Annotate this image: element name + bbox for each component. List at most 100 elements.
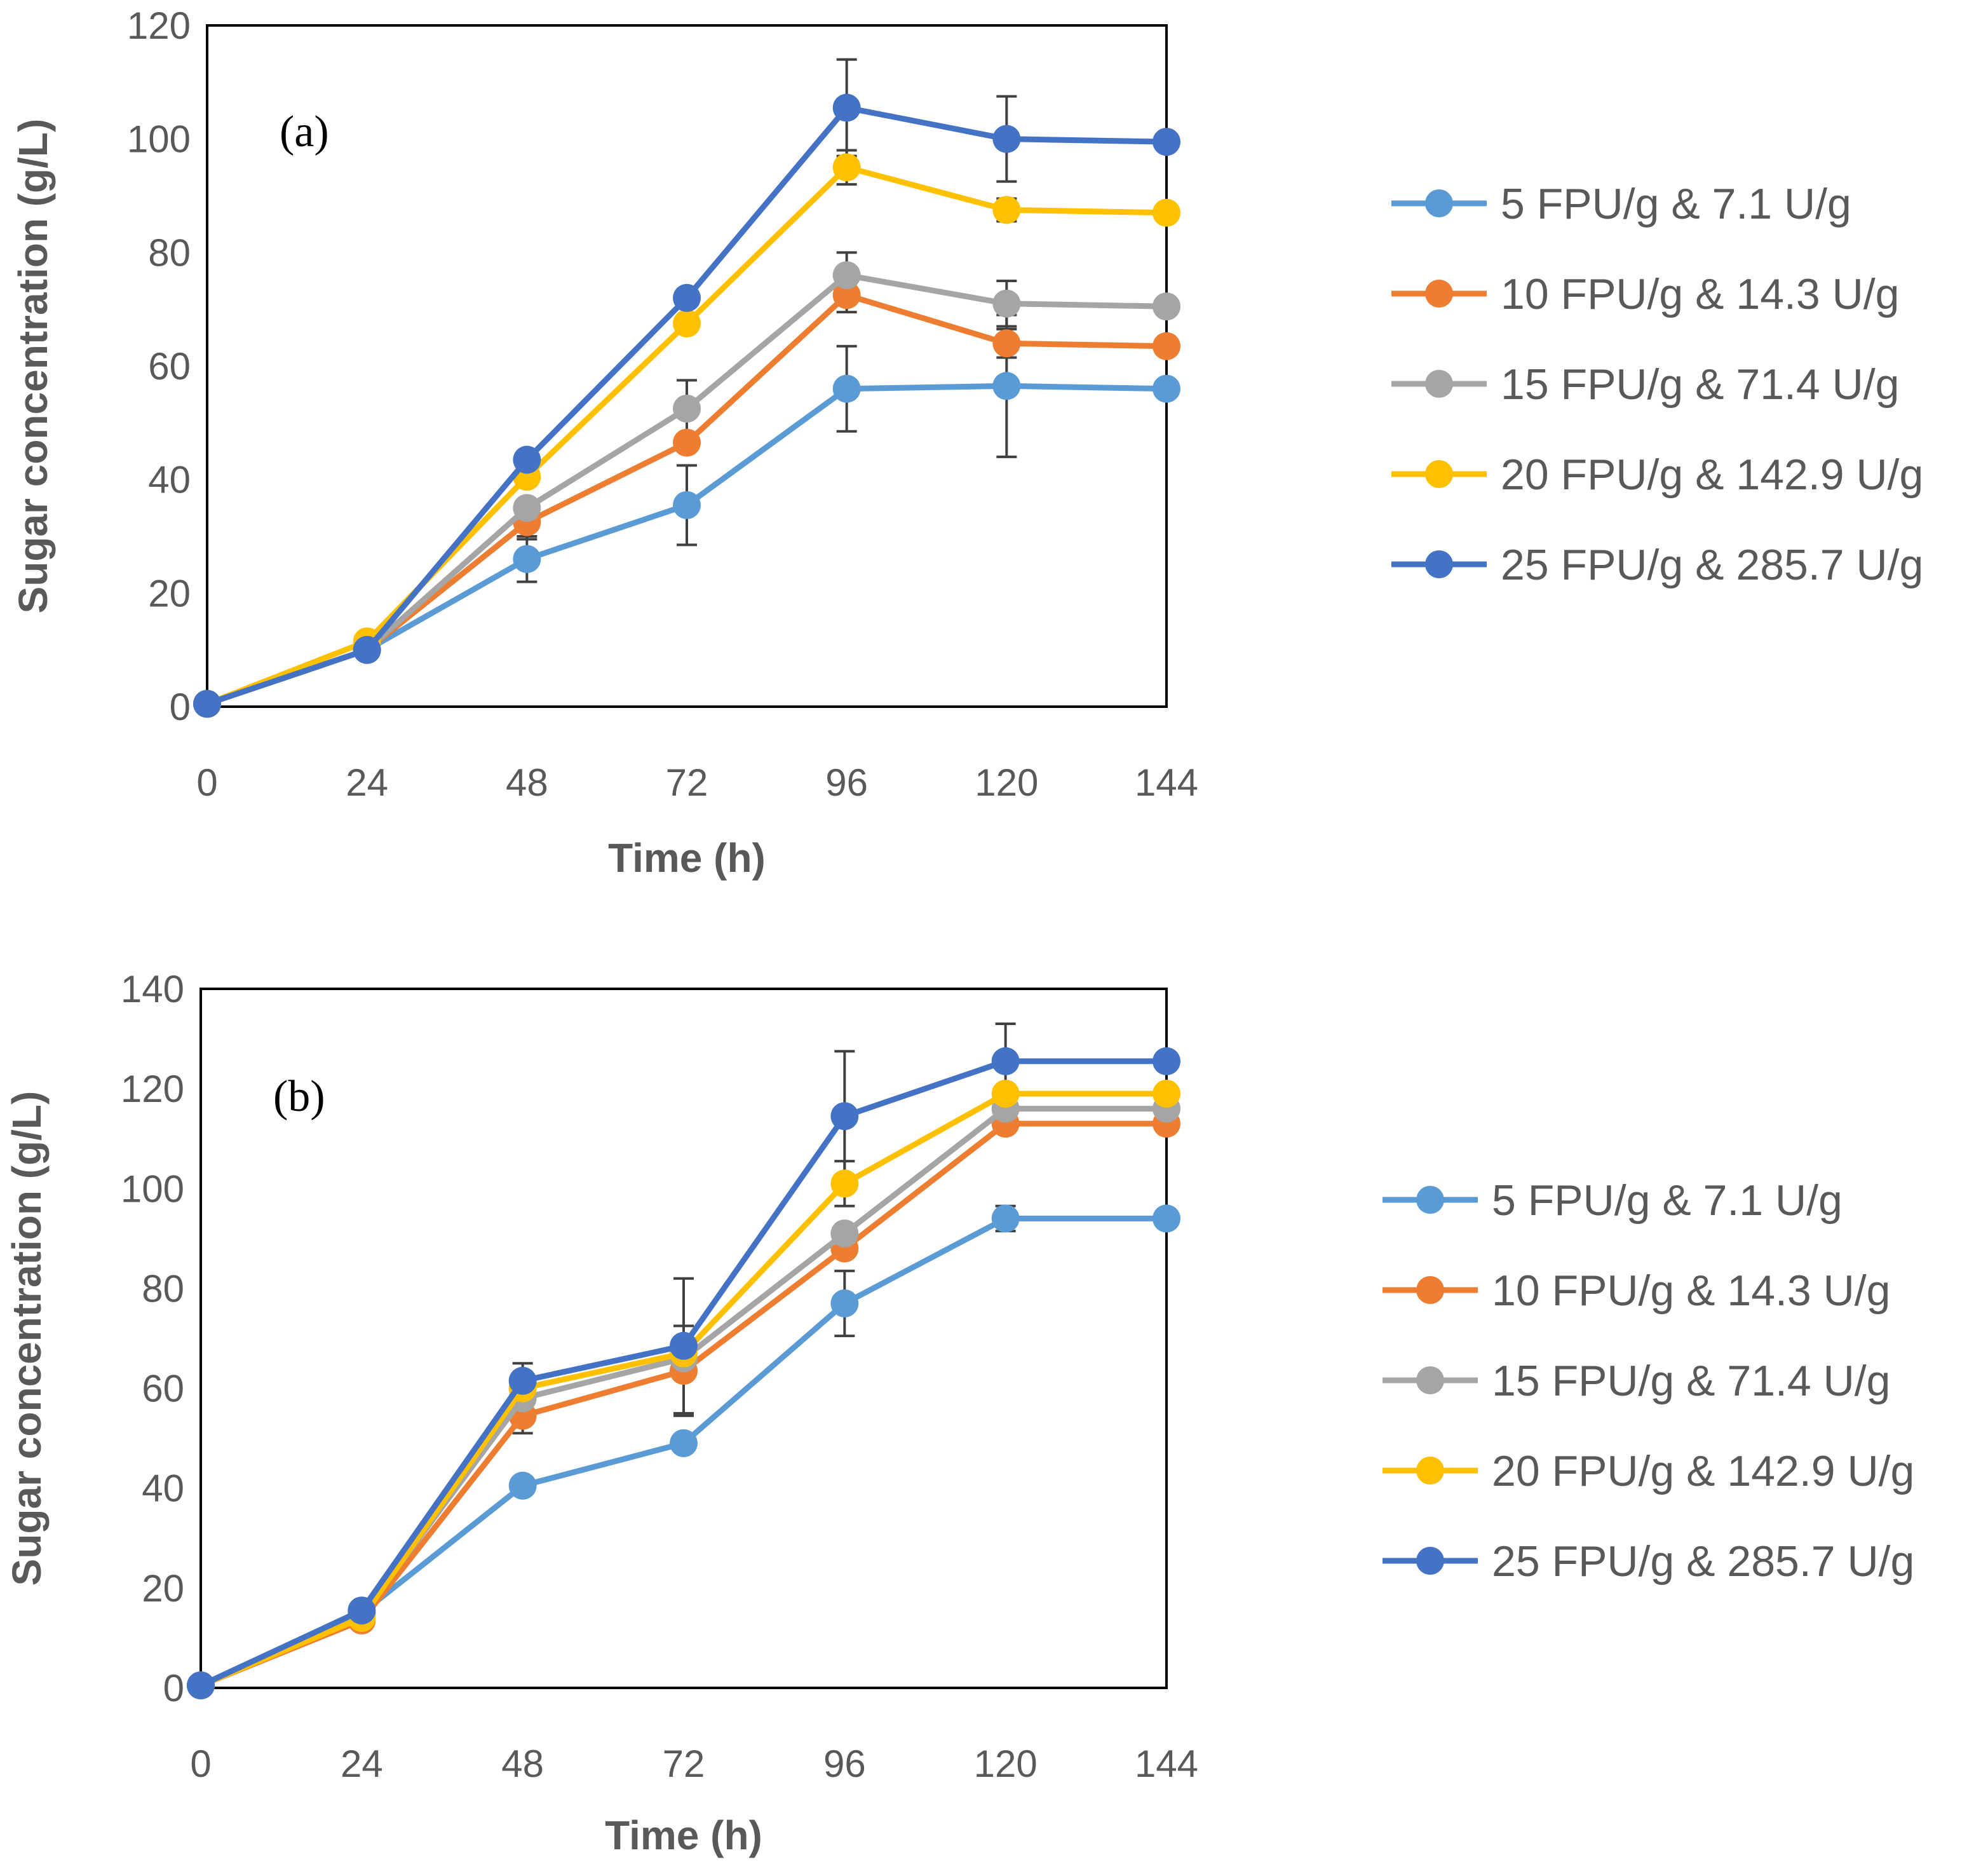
data-point-series-2 <box>1153 332 1180 360</box>
legend-item: 20 FPU/g & 142.9 U/g <box>1391 451 1923 499</box>
y-tick-label: 0 <box>170 686 191 728</box>
legend-label: 15 FPU/g & 71.4 U/g <box>1492 1357 1890 1405</box>
data-point-series-5 <box>353 636 381 664</box>
legend-label: 20 FPU/g & 142.9 U/g <box>1492 1447 1914 1495</box>
x-tick-label: 120 <box>975 761 1038 804</box>
legend-label: 10 FPU/g & 14.3 U/g <box>1492 1267 1890 1315</box>
panel-label: (a) <box>280 107 329 156</box>
y-tick-label: 60 <box>148 345 191 388</box>
data-point-series-3 <box>832 261 861 290</box>
data-point-series-3 <box>513 494 541 522</box>
data-point-series-1 <box>508 1471 537 1500</box>
x-tick-label: 144 <box>1135 761 1198 804</box>
y-tick-label: 100 <box>127 118 191 161</box>
x-tick-label: 0 <box>190 1743 211 1785</box>
legend-item: 5 FPU/g & 7.1 U/g <box>1383 1176 1843 1225</box>
x-tick-label: 72 <box>663 1743 705 1785</box>
data-point-series-5 <box>830 1102 859 1131</box>
data-point-series-5 <box>670 1331 698 1360</box>
data-point-series-2 <box>992 329 1021 358</box>
legend-marker-swatch <box>1416 1547 1444 1575</box>
y-tick-label: 20 <box>142 1567 184 1610</box>
data-point-series-1 <box>832 374 861 403</box>
y-tick-label: 100 <box>121 1167 184 1210</box>
y-axis-label: Sugar concentration (g/L) <box>10 119 56 614</box>
data-point-series-3 <box>830 1220 859 1247</box>
plot-area-border <box>199 988 1168 1689</box>
data-point-series-4 <box>830 1169 859 1198</box>
y-tick-label: 80 <box>148 231 191 274</box>
data-point-series-1 <box>670 1429 698 1457</box>
y-tick-label: 60 <box>142 1368 184 1410</box>
data-point-series-2 <box>832 281 861 309</box>
data-point-series-3 <box>673 395 701 423</box>
legend-marker-swatch <box>1425 460 1453 488</box>
data-point-series-1 <box>513 545 541 573</box>
legend-label: 15 FPU/g & 71.4 U/g <box>1501 360 1899 409</box>
legend-item: 25 FPU/g & 285.7 U/g <box>1383 1537 1914 1586</box>
x-tick-label: 48 <box>506 761 548 804</box>
chart-panel-2: 0 20 40 60 80 100 120 140 0 24 48 72 96 120 144 Time (h… <box>4 968 1914 1858</box>
data-point-series-1 <box>1153 1204 1180 1233</box>
data-point-series-5 <box>673 283 701 312</box>
data-point-series-1 <box>830 1289 859 1317</box>
y-axis-label: Sugar concentration (g/L) <box>4 1091 50 1586</box>
data-point-series-1 <box>1153 374 1180 403</box>
data-point-series-5 <box>513 445 541 474</box>
x-axis-label: Time (h) <box>605 1812 762 1858</box>
legend-item: 5 FPU/g & 7.1 U/g <box>1391 180 1851 228</box>
legend-marker-swatch <box>1425 280 1453 308</box>
data-point-series-5 <box>992 125 1021 153</box>
legend-label: 25 FPU/g & 285.7 U/g <box>1501 541 1923 589</box>
data-point-series-1 <box>991 1204 1020 1233</box>
x-axis-label: Time (h) <box>608 835 766 881</box>
legend: 5 FPU/g & 7.1 U/g 10 FPU/g & 14.3 U/g 15 F… <box>1391 180 1923 589</box>
legend-label: 25 FPU/g & 285.7 U/g <box>1492 1537 1914 1586</box>
x-tick-label: 0 <box>196 761 217 804</box>
data-point-series-1 <box>673 491 701 519</box>
data-point-series-5 <box>1153 128 1180 156</box>
data-point-series-4 <box>1153 198 1180 227</box>
y-tick-label: 20 <box>148 572 191 615</box>
data-point-series-5 <box>193 690 221 718</box>
legend: 5 FPU/g & 7.1 U/g 10 FPU/g & 14.3 U/g 15 F… <box>1383 1176 1914 1586</box>
legend-item: 10 FPU/g & 14.3 U/g <box>1383 1267 1890 1315</box>
legend-label: 5 FPU/g & 7.1 U/g <box>1492 1176 1843 1225</box>
data-point-series-3 <box>992 289 1021 318</box>
data-point-series-4 <box>832 153 861 182</box>
data-point-series-4 <box>991 1080 1020 1108</box>
y-tick-label: 120 <box>121 1068 184 1110</box>
legend-marker-swatch <box>1416 1457 1444 1485</box>
legend-item: 25 FPU/g & 285.7 U/g <box>1391 541 1923 589</box>
x-tick-label: 24 <box>346 761 388 804</box>
legend-label: 10 FPU/g & 14.3 U/g <box>1501 270 1899 318</box>
x-tick-label: 96 <box>823 1743 866 1785</box>
x-tick-label: 72 <box>666 761 708 804</box>
data-point-series-5 <box>991 1047 1020 1075</box>
data-point-series-3 <box>1153 292 1180 321</box>
legend-marker-swatch <box>1425 189 1453 217</box>
plot-area-border <box>206 24 1168 708</box>
x-tick-label: 120 <box>974 1743 1038 1785</box>
data-point-series-4 <box>1153 1080 1180 1108</box>
data-point-series-4 <box>673 309 701 337</box>
data-point-series-5 <box>348 1596 376 1625</box>
y-tick-label: 80 <box>142 1267 184 1310</box>
legend-item: 15 FPU/g & 71.4 U/g <box>1383 1357 1890 1405</box>
legend-item: 20 FPU/g & 142.9 U/g <box>1383 1447 1914 1495</box>
y-tick-label: 140 <box>121 968 184 1010</box>
x-tick-label: 24 <box>341 1743 383 1785</box>
legend-item: 10 FPU/g & 14.3 U/g <box>1391 270 1899 318</box>
y-tick-label: 40 <box>142 1467 184 1510</box>
y-tick-label: 40 <box>148 459 191 501</box>
data-point-series-5 <box>187 1671 215 1700</box>
legend-marker-swatch <box>1416 1366 1444 1394</box>
data-point-series-1 <box>992 372 1021 400</box>
legend-label: 5 FPU/g & 7.1 U/g <box>1501 180 1851 228</box>
legend-marker-swatch <box>1416 1186 1444 1214</box>
x-tick-label: 144 <box>1135 1743 1198 1785</box>
data-point-series-5 <box>1153 1047 1180 1075</box>
legend-marker-swatch <box>1425 550 1453 578</box>
data-point-series-4 <box>992 196 1021 224</box>
